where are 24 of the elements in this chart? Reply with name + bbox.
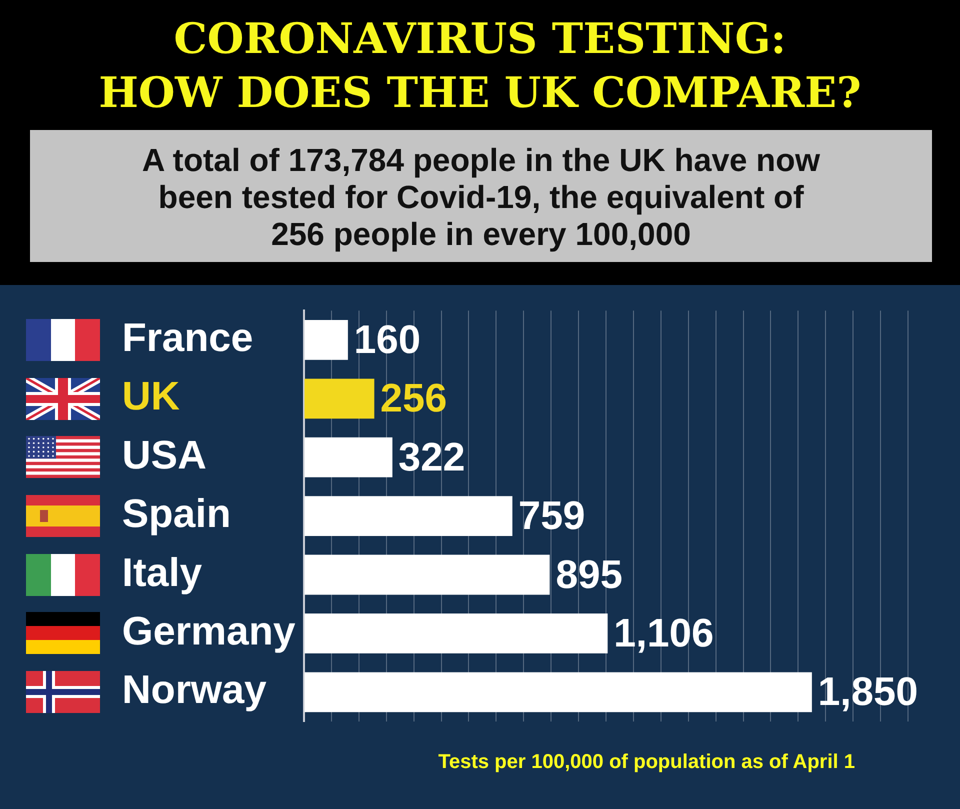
y-tick-label: Italy xyxy=(122,550,203,595)
bar xyxy=(304,437,392,478)
data-label: 759 xyxy=(518,494,586,538)
data-label: 160 xyxy=(354,318,421,362)
bar xyxy=(304,496,512,536)
bar xyxy=(304,554,550,595)
data-label: 1,850 xyxy=(818,670,918,714)
data-label: 256 xyxy=(380,376,448,421)
chart-subtitle: A total of 173,784 people in the UK have now been tested for Covid-19, the equivalent of 256 people in every 100,000 xyxy=(142,142,820,253)
data-label: 1,106 xyxy=(614,611,714,656)
chart-title: CORONAVIRUS TESTING: HOW DOES THE UK COMPARE? xyxy=(98,13,862,119)
bar xyxy=(304,613,608,654)
text: Tests per 100,000 of population as of April 1 xyxy=(438,751,855,774)
data-label: 895 xyxy=(556,552,622,597)
y-tick-label: USA xyxy=(122,433,206,478)
y-tick-label: Norway xyxy=(122,668,268,712)
bar xyxy=(304,672,812,712)
y-tick-label: France xyxy=(122,316,254,360)
data-label: 322 xyxy=(398,435,466,480)
y-tick-label: Germany xyxy=(122,609,296,654)
bar xyxy=(304,320,348,360)
y-tick-label: Spain xyxy=(122,492,231,536)
y-tick-label: UK xyxy=(122,374,180,419)
bar xyxy=(304,378,374,419)
